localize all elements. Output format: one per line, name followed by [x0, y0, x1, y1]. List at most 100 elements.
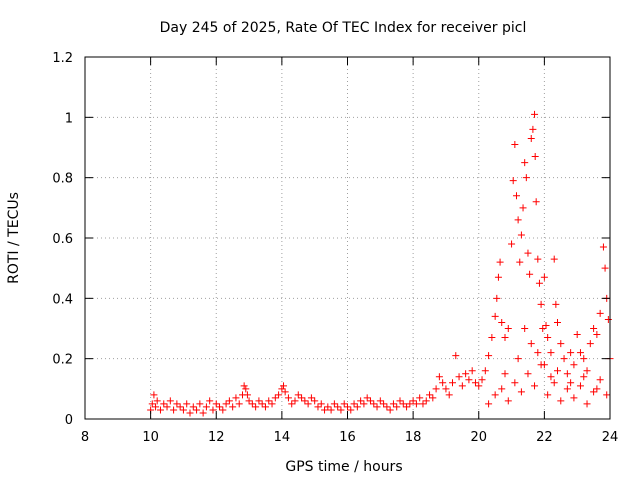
data-point-marker [206, 397, 214, 405]
data-point-marker [380, 400, 388, 408]
data-point-marker [547, 373, 555, 381]
data-point-marker [583, 367, 591, 375]
data-point-marker [544, 391, 552, 399]
data-point-marker [422, 397, 430, 405]
data-point-marker [540, 361, 548, 369]
data-point-marker [517, 388, 525, 396]
data-point-marker [183, 400, 191, 408]
data-point-marker [604, 315, 612, 323]
data-point-marker [531, 153, 539, 161]
data-point-marker [304, 400, 312, 408]
data-point-marker [307, 394, 315, 402]
x-tick-label: 12 [208, 430, 225, 445]
data-point-marker [580, 355, 588, 363]
data-point-marker [504, 397, 512, 405]
data-point-marker [202, 403, 210, 411]
data-point-marker [439, 379, 447, 387]
data-point-marker [493, 294, 501, 302]
data-point-marker [176, 403, 184, 411]
data-point-marker [278, 385, 286, 393]
data-point-marker [240, 382, 248, 390]
data-point-marker [248, 400, 256, 408]
data-point-marker [521, 325, 529, 332]
x-tick-label: 22 [536, 430, 553, 445]
data-point-marker [271, 394, 279, 402]
data-point-marker [580, 373, 588, 381]
data-point-marker [478, 376, 486, 384]
data-point-marker [557, 397, 565, 405]
data-point-marker [554, 367, 561, 375]
data-point-marker [334, 403, 342, 411]
data-point-marker [494, 273, 502, 281]
data-point-marker [163, 403, 171, 411]
data-point-marker [547, 349, 555, 357]
data-point-marker [281, 388, 289, 396]
data-point-marker [243, 391, 251, 399]
data-point-marker [399, 400, 407, 408]
data-point-marker [544, 334, 552, 342]
data-point-marker [235, 400, 243, 408]
data-point-marker [531, 110, 539, 118]
data-point-marker [524, 370, 532, 378]
data-point-marker [324, 403, 332, 411]
data-point-marker [321, 406, 329, 414]
y-tick-label: 0.8 [52, 172, 73, 187]
data-point-marker [317, 400, 325, 408]
data-point-marker [496, 258, 504, 266]
data-point-marker [498, 318, 506, 326]
data-point-marker [491, 391, 499, 399]
data-point-marker [347, 406, 355, 414]
data-point-marker [475, 382, 483, 390]
data-point-marker [514, 216, 522, 224]
data-point-marker [366, 397, 374, 405]
data-point-marker [560, 355, 568, 363]
data-point-marker [567, 379, 575, 387]
data-point-marker [468, 367, 476, 375]
data-point-marker [426, 391, 434, 399]
data-point-marker [570, 361, 578, 369]
data-point-marker [212, 400, 220, 408]
data-point-marker [383, 403, 391, 411]
x-tick-label: 16 [339, 430, 356, 445]
data-point-marker [596, 309, 604, 317]
data-point-marker [209, 406, 217, 414]
data-point-marker [519, 204, 527, 212]
data-point-marker [586, 340, 594, 348]
data-point-marker [534, 349, 542, 357]
data-point-marker [186, 409, 194, 417]
x-tick-label: 20 [470, 430, 487, 445]
data-point-marker [265, 397, 273, 405]
data-point-marker [596, 376, 604, 384]
data-point-marker [199, 409, 207, 417]
data-point-marker [148, 400, 156, 408]
data-point-marker [229, 403, 237, 411]
data-point-marker [514, 355, 522, 363]
data-point-marker [416, 394, 424, 402]
x-tick-label: 8 [81, 430, 89, 445]
data-point-marker [485, 352, 493, 360]
data-point-marker [189, 403, 197, 411]
data-point-marker [357, 397, 365, 405]
data-point-marker [449, 379, 456, 387]
data-point-marker [166, 397, 174, 405]
data-point-marker [511, 379, 519, 387]
y-tick-label: 1 [65, 111, 73, 126]
data-point-marker [517, 231, 525, 239]
data-point-marker [540, 273, 548, 281]
data-point-marker [156, 406, 164, 414]
data-point-marker [531, 382, 539, 390]
y-tick-label: 0.6 [52, 232, 73, 247]
data-point-marker [516, 258, 524, 266]
data-point-marker [455, 373, 463, 381]
data-point-marker [193, 406, 201, 414]
data-point-marker [294, 391, 302, 399]
data-point-marker [557, 340, 565, 348]
data-point-marker [511, 140, 519, 148]
data-point-marker [242, 385, 250, 393]
data-point-marker [445, 391, 453, 399]
data-point-marker [576, 349, 584, 357]
data-point-marker [152, 403, 160, 411]
data-point-marker [268, 400, 276, 408]
data-point-marker [252, 403, 260, 411]
